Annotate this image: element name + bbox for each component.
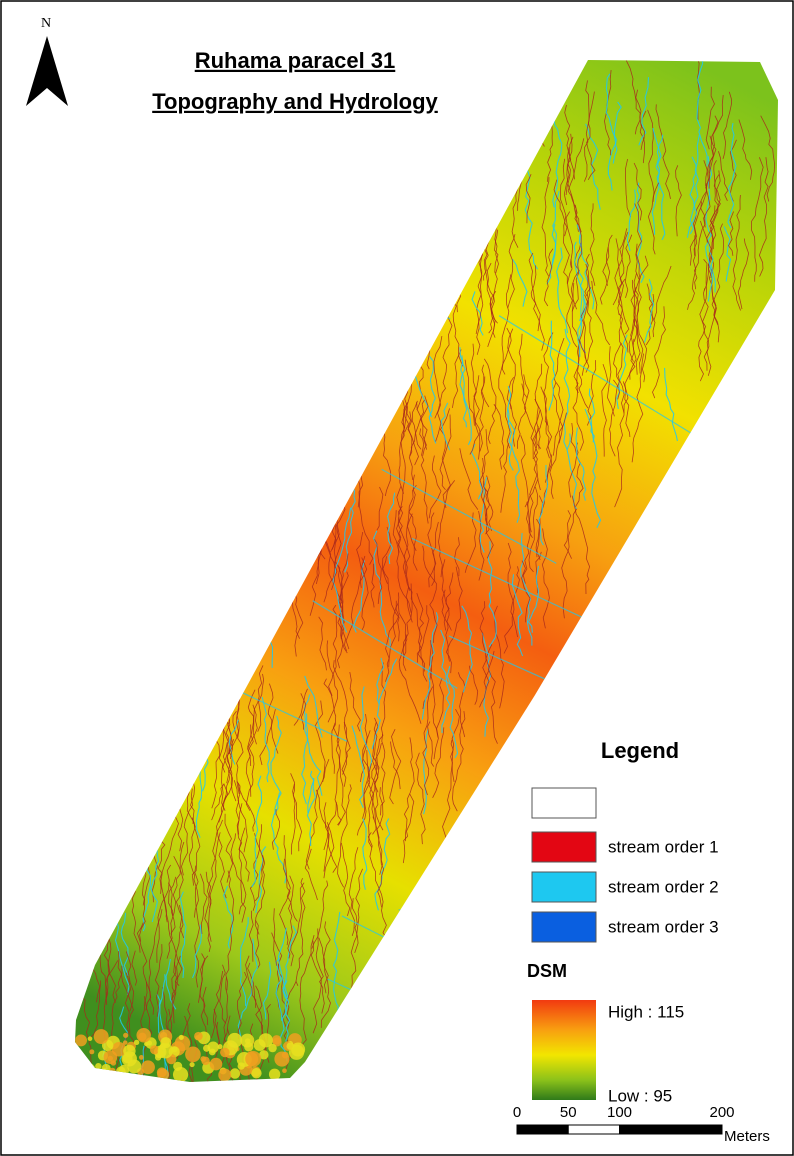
vegetation-spot [123, 1045, 135, 1057]
vegetation-spot [104, 1050, 118, 1064]
vegetation-spot [127, 1059, 141, 1073]
vegetation-spot [230, 1068, 240, 1078]
legend-label: stream order 1 [608, 837, 719, 856]
map-subtitle: Topography and Hydrology [152, 89, 438, 114]
vegetation-spot [123, 1033, 128, 1038]
legend-swatch [532, 832, 596, 862]
vegetation-spot [245, 1051, 261, 1067]
vegetation-spot [194, 1032, 203, 1041]
scale-segment [620, 1125, 723, 1134]
vegetation-spot [141, 1060, 155, 1074]
dsm-title: DSM [527, 961, 567, 981]
vegetation-spot [190, 1062, 195, 1067]
vegetation-spot [217, 1044, 222, 1049]
vegetation-spot [227, 1033, 242, 1048]
vegetation-spot [94, 1029, 109, 1044]
vegetation-spot [136, 1028, 150, 1042]
vegetation-spot [282, 1068, 287, 1073]
scale-tick-label: 200 [709, 1104, 734, 1121]
vegetation-spot [89, 1049, 94, 1054]
vegetation-spot [200, 1056, 206, 1062]
dsm-high: High : 115 [608, 1002, 684, 1021]
scale-segment [517, 1125, 568, 1134]
vegetation-spot [251, 1068, 261, 1078]
scale-segment [568, 1125, 619, 1134]
vegetation-spot [254, 1039, 266, 1051]
dsm-ramp [532, 1000, 596, 1100]
vegetation-spot [88, 1036, 93, 1041]
map-title: Ruhama paracel 31 [195, 48, 396, 73]
scale-unit: Meters [724, 1128, 770, 1145]
vegetation-spot [157, 1067, 167, 1077]
vegetation-spot [269, 1069, 280, 1080]
vegetation-spot [134, 1040, 139, 1045]
vegetation-spot [179, 1035, 184, 1040]
legend-swatch [532, 872, 596, 902]
legend-label: stream order 3 [608, 917, 719, 936]
legend-swatch [532, 788, 596, 818]
scale-tick-label: 0 [513, 1104, 521, 1121]
vegetation-spot [218, 1069, 231, 1082]
legend-swatch [532, 912, 596, 942]
vegetation-spot [245, 1038, 251, 1044]
vegetation-spot [185, 1047, 201, 1063]
legend-title: Legend [601, 738, 679, 763]
vegetation-spot [203, 1045, 210, 1052]
vegetation-spot [238, 1062, 245, 1069]
dsm-low: Low : 95 [608, 1086, 672, 1105]
vegetation-spot [210, 1058, 223, 1071]
vegetation-spot [220, 1048, 230, 1058]
vegetation-spot [287, 1042, 295, 1050]
north-label: N [41, 16, 51, 31]
scale-tick-label: 50 [560, 1104, 577, 1121]
vegetation-spot [139, 1055, 144, 1060]
map-page: N Ruhama paracel 31 Topography and Hydro… [0, 0, 794, 1156]
scale-tick-label: 100 [607, 1104, 632, 1121]
vegetation-spot [282, 1052, 289, 1059]
legend-label: stream order 2 [608, 877, 719, 896]
vegetation-spot [160, 1037, 171, 1048]
vegetation-spot [150, 1045, 159, 1054]
legend-items: stream order 1 stream order 2 stream order… [532, 832, 719, 942]
